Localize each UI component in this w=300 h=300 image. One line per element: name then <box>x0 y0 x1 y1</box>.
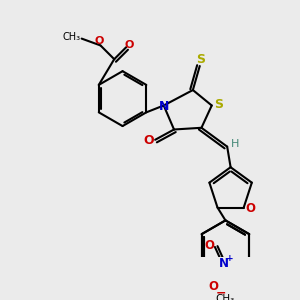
Text: O: O <box>125 40 134 50</box>
Text: S: S <box>214 98 223 111</box>
Text: H: H <box>231 139 239 149</box>
Text: CH₃: CH₃ <box>216 294 235 300</box>
Text: −: − <box>216 287 226 300</box>
Text: O: O <box>246 202 256 215</box>
Text: CH₃: CH₃ <box>62 32 80 42</box>
Text: O: O <box>204 239 214 252</box>
Text: O: O <box>94 36 104 46</box>
Text: N: N <box>218 257 229 270</box>
Text: O: O <box>208 280 218 293</box>
Text: N: N <box>158 100 169 113</box>
Text: +: + <box>226 254 233 263</box>
Text: O: O <box>143 134 154 147</box>
Text: S: S <box>196 53 205 66</box>
